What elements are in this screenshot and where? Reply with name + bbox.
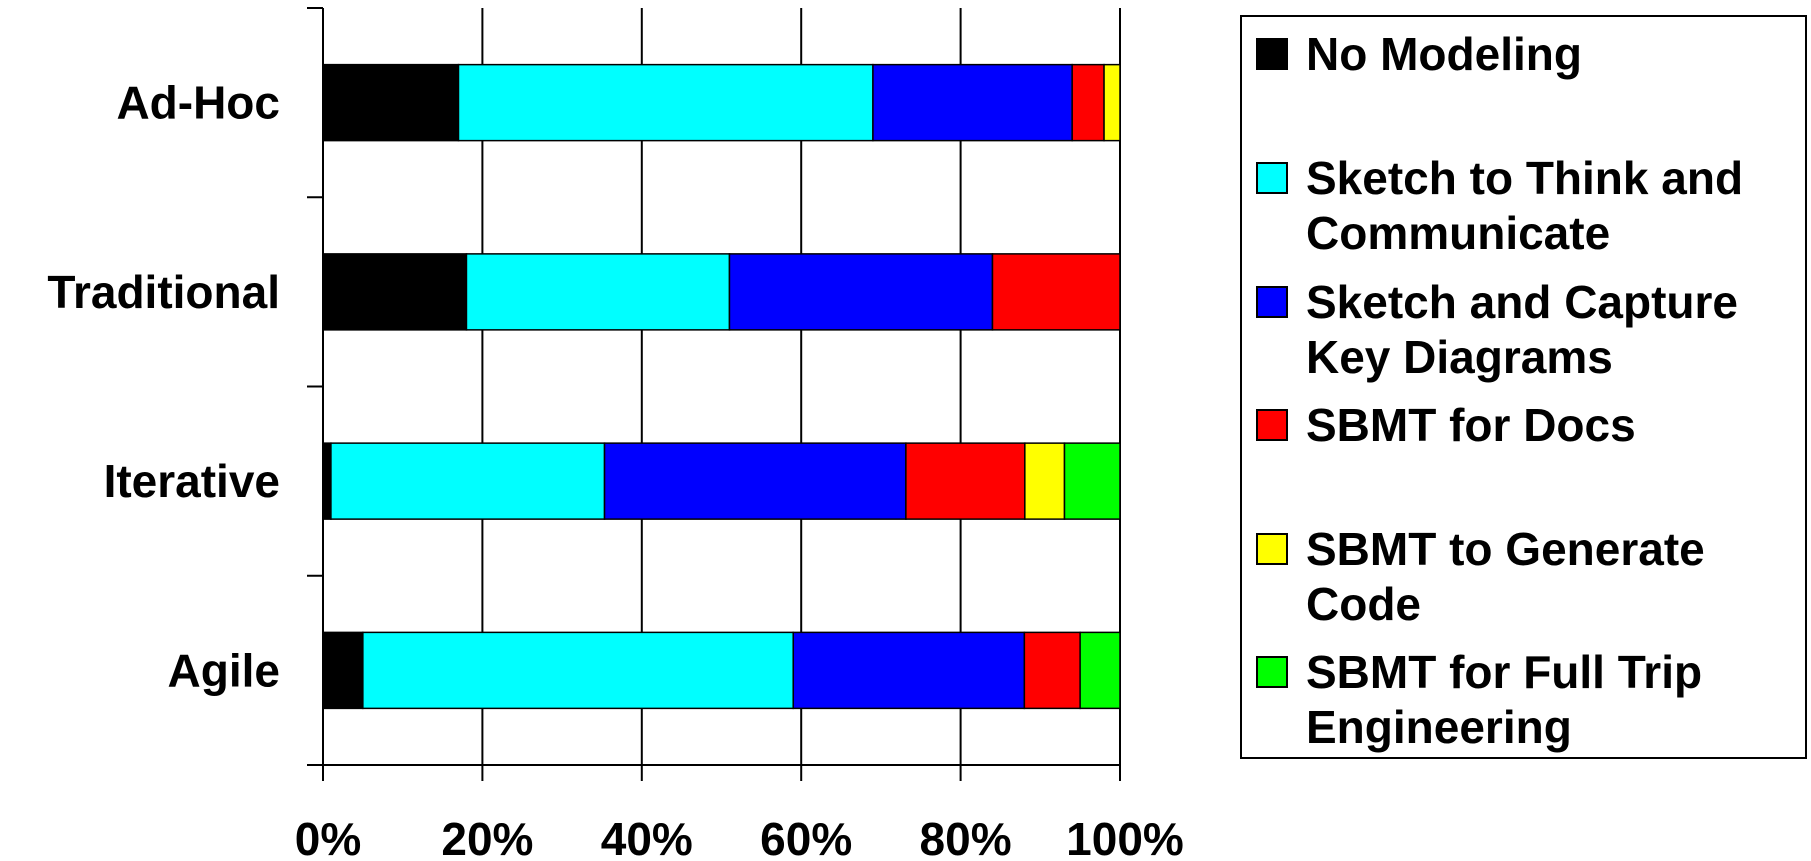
legend-swatch bbox=[1256, 656, 1288, 688]
category-label: Ad-Hoc bbox=[116, 77, 280, 129]
bar-segment-traditional-3 bbox=[991, 253, 1121, 331]
category-label: Iterative bbox=[104, 455, 280, 507]
legend-label: SBMT to Generate bbox=[1306, 523, 1705, 575]
bar-segment-agile-5 bbox=[1079, 631, 1121, 710]
legend-swatch bbox=[1256, 286, 1288, 318]
bar-segment-ad-hoc-4 bbox=[1103, 63, 1121, 142]
x-tick-label: 0% bbox=[295, 813, 361, 861]
bars bbox=[322, 63, 1121, 710]
category-label: Agile bbox=[168, 644, 280, 696]
x-tick-labels: 0% 20% 40% 60% 80% 100% bbox=[295, 813, 1184, 861]
bar-segment-traditional-0 bbox=[322, 253, 468, 331]
category-labels: Ad-Hoc Traditional Iterative Agile bbox=[47, 77, 280, 697]
legend-label: No Modeling bbox=[1306, 28, 1582, 80]
bar-segment-iterative-1 bbox=[330, 442, 606, 520]
legend-swatch bbox=[1256, 162, 1288, 194]
bar-segment-ad-hoc-3 bbox=[1071, 63, 1105, 142]
x-tick-label: 60% bbox=[760, 813, 852, 861]
bar-segment-iterative-5 bbox=[1063, 442, 1121, 520]
legend-label: Sketch to Think and bbox=[1306, 152, 1743, 204]
bar-segment-agile-2 bbox=[792, 631, 1026, 710]
category-label: Traditional bbox=[47, 266, 280, 318]
legend-swatch bbox=[1256, 533, 1288, 565]
bar-segment-agile-0 bbox=[322, 631, 364, 710]
legend-label: SBMT for Full Trip bbox=[1306, 646, 1702, 698]
legend-swatch bbox=[1256, 38, 1288, 70]
bar-segment-iterative-3 bbox=[905, 442, 1026, 520]
x-tick-label: 100% bbox=[1066, 813, 1184, 861]
legend-label: Engineering bbox=[1306, 701, 1572, 753]
bar-segment-iterative-2 bbox=[603, 442, 907, 520]
bar-segment-iterative-0 bbox=[322, 442, 332, 520]
axes bbox=[307, 7, 1121, 781]
legend-label: SBMT for Docs bbox=[1306, 399, 1636, 451]
x-tick-label: 20% bbox=[441, 813, 533, 861]
legend-box bbox=[1240, 15, 1807, 759]
bar-segment-ad-hoc-1 bbox=[457, 63, 874, 142]
x-tick-label: 80% bbox=[920, 813, 1012, 861]
x-tick-label: 40% bbox=[601, 813, 693, 861]
legend-label: Communicate bbox=[1306, 207, 1610, 259]
legend: No Modeling Sketch to Think andCommunicat… bbox=[1240, 15, 1807, 759]
legend-label: Sketch and Capture bbox=[1306, 276, 1738, 328]
legend-label: Key Diagrams bbox=[1306, 331, 1613, 383]
bar-segment-agile-1 bbox=[362, 631, 794, 710]
legend-swatch bbox=[1256, 409, 1288, 441]
bar-segment-agile-3 bbox=[1023, 631, 1081, 710]
bar-segment-iterative-4 bbox=[1024, 442, 1066, 520]
bar-segment-traditional-1 bbox=[465, 253, 731, 331]
bar-segment-ad-hoc-0 bbox=[322, 63, 460, 142]
legend-label: Code bbox=[1306, 578, 1421, 630]
bar-segment-traditional-2 bbox=[728, 253, 994, 331]
bar-segment-ad-hoc-2 bbox=[872, 63, 1073, 142]
